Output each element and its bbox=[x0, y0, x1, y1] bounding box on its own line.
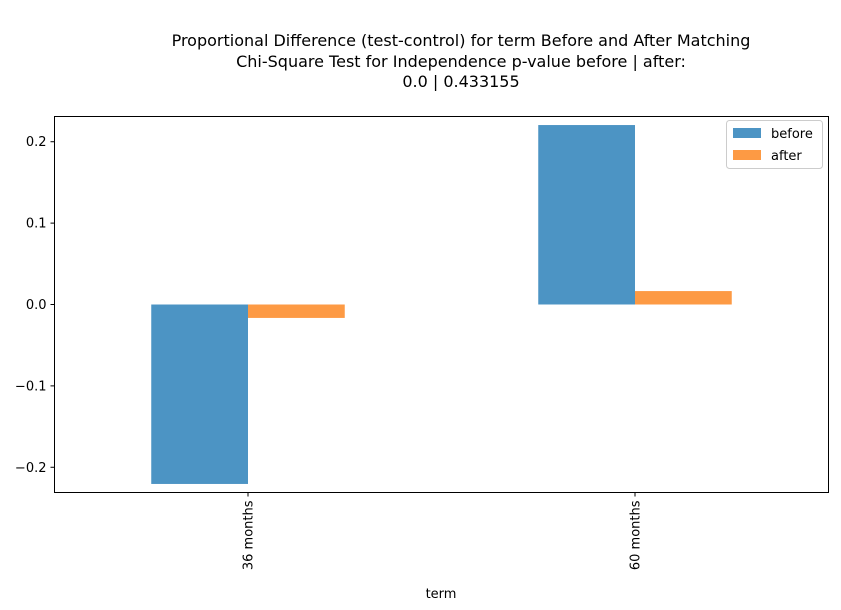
y-tick-label: −0.2 bbox=[15, 461, 47, 476]
legend: before after bbox=[726, 120, 823, 169]
y-axis: −0.2 −0.1 0.0 0.1 0.2 bbox=[15, 135, 55, 476]
y-tick-label: 0.2 bbox=[26, 135, 47, 150]
y-tick-label: 0.1 bbox=[26, 217, 47, 232]
bar-before-1 bbox=[538, 125, 635, 305]
chart-title: Proportional Difference (test-control) f… bbox=[172, 31, 751, 91]
legend-label-before: before bbox=[771, 127, 813, 142]
bar-after-1 bbox=[635, 291, 732, 305]
chart-title-line-3: 0.0 | 0.433155 bbox=[402, 72, 519, 91]
legend-swatch-after bbox=[733, 150, 761, 160]
x-axis: 36 months 60 months bbox=[242, 492, 644, 570]
y-tick-label: 0.0 bbox=[26, 298, 47, 313]
x-tick-label: 36 months bbox=[242, 500, 257, 570]
chart-title-line-2: Chi-Square Test for Independence p-value… bbox=[236, 52, 686, 71]
bars-layer bbox=[151, 125, 732, 484]
legend-swatch-before bbox=[733, 128, 761, 138]
chart-title-line-1: Proportional Difference (test-control) f… bbox=[172, 31, 751, 50]
legend-label-after: after bbox=[771, 149, 802, 164]
bar-after-0 bbox=[248, 304, 345, 318]
x-axis-label: term bbox=[426, 587, 457, 602]
x-tick-label: 60 months bbox=[629, 500, 644, 570]
y-tick-label: −0.1 bbox=[15, 379, 47, 394]
plot-frame bbox=[54, 116, 829, 493]
bar-before-0 bbox=[151, 304, 248, 484]
